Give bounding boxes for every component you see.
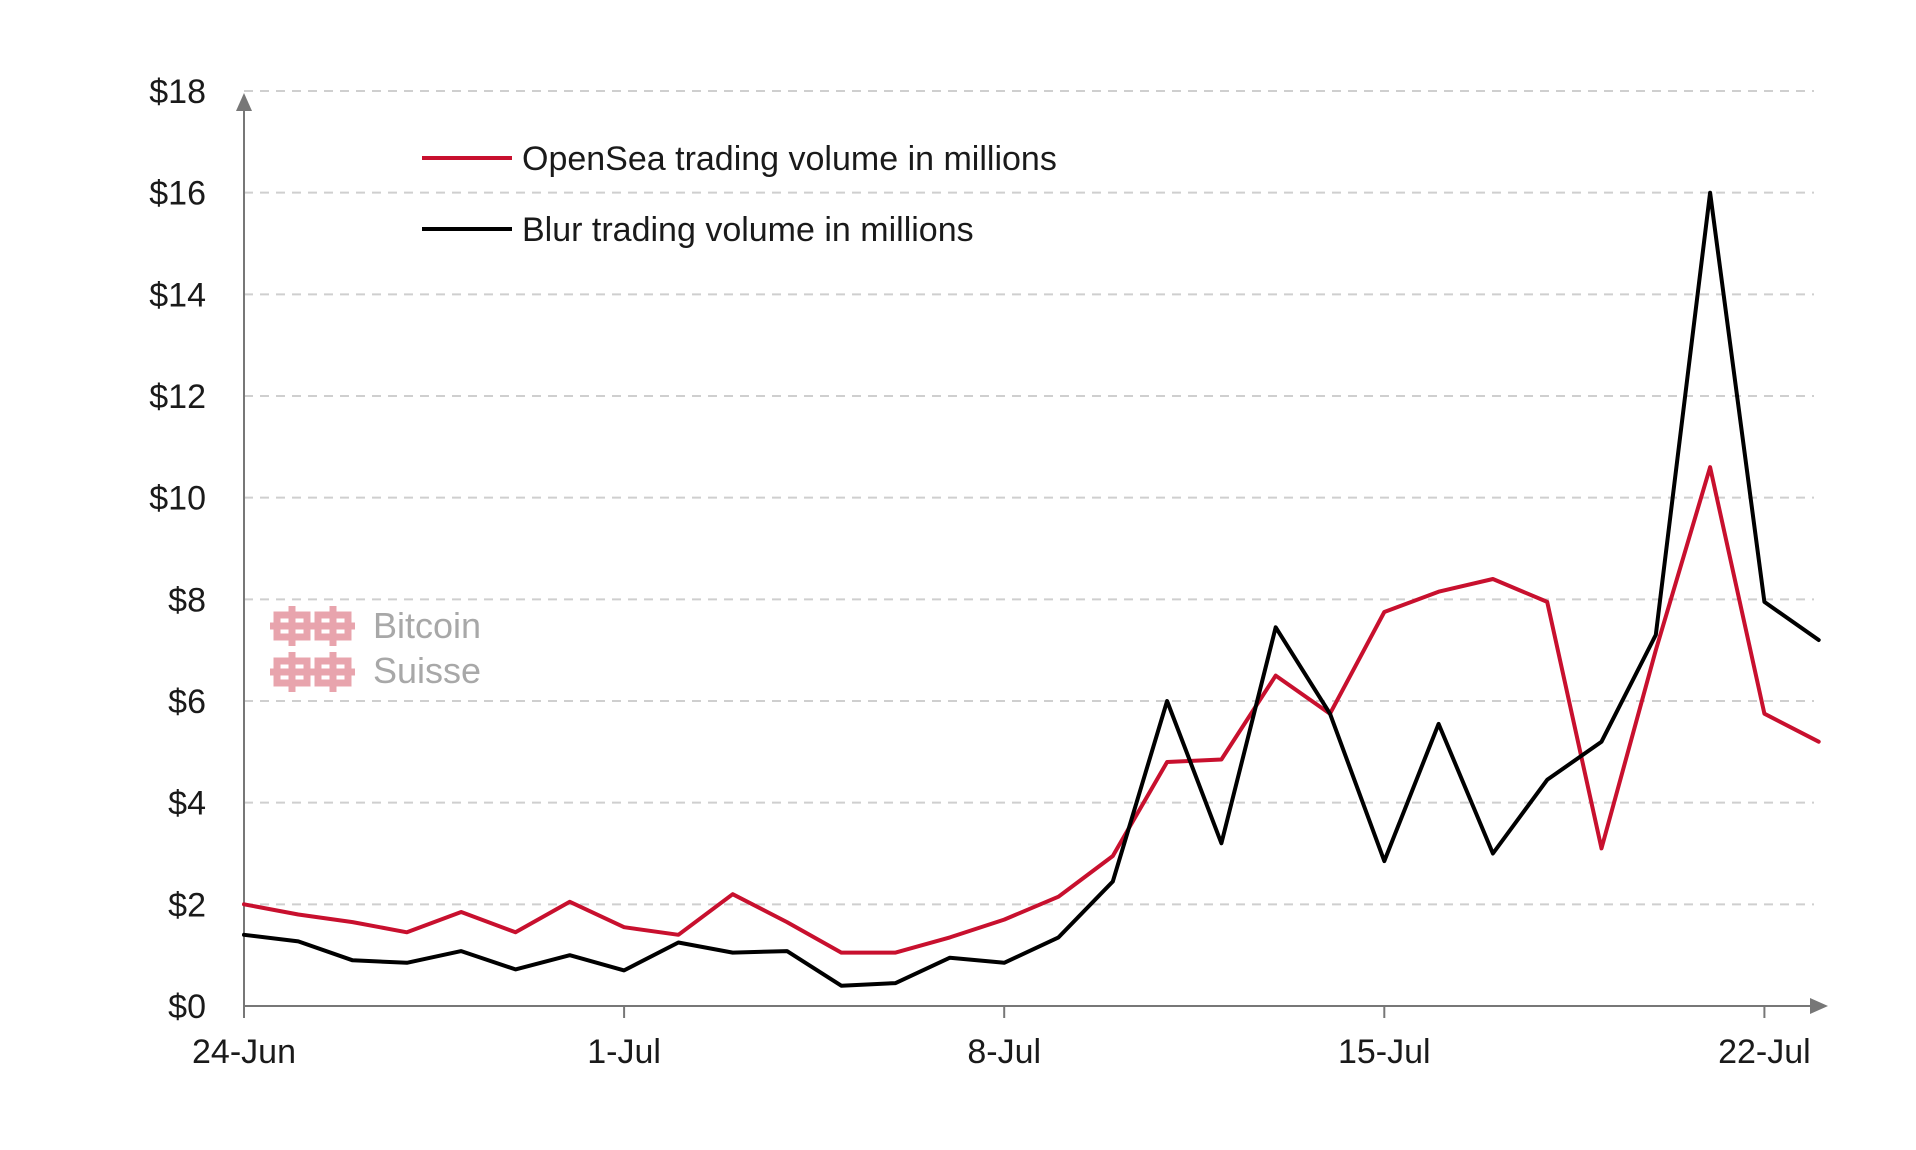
bitcoin-suisse-watermark: Bitcoin Suisse	[270, 605, 481, 692]
y-tick-label: $6	[168, 683, 206, 721]
x-tick-label: 24-Jun	[192, 1033, 296, 1071]
y-axis-tick-labels: $0 $2 $4 $6 $8 $10 $12 $14 $16 $18	[149, 73, 206, 1026]
grid-lines	[244, 90, 1814, 906]
watermark-line1: Bitcoin	[373, 605, 481, 646]
legend-item-blur: Blur trading volume in millions	[422, 211, 974, 249]
watermark-line2: Suisse	[373, 650, 481, 691]
y-tick-label: $10	[149, 480, 206, 518]
x-tick-label: 1-Jul	[587, 1033, 661, 1071]
x-axis-arrow	[1810, 998, 1828, 1014]
y-tick-label: $18	[149, 73, 206, 111]
legend-label-opensea: OpenSea trading volume in millions	[522, 140, 1057, 178]
bitcoin-suisse-logo-icon	[270, 606, 355, 692]
series-line-blur	[242, 190, 1821, 988]
y-tick-label: $2	[168, 886, 206, 924]
y-tick-label: $0	[168, 988, 206, 1026]
legend-item-opensea: OpenSea trading volume in millions	[422, 140, 1057, 178]
x-tick-label: 8-Jul	[967, 1033, 1041, 1071]
y-tick-label: $16	[149, 175, 206, 213]
y-tick-label: $12	[149, 378, 206, 416]
x-tick-label: 22-Jul	[1718, 1033, 1811, 1071]
legend-label-blur: Blur trading volume in millions	[522, 211, 974, 249]
y-tick-label: $8	[168, 581, 206, 619]
x-axis-tick-labels: 24-Jun 1-Jul 8-Jul 15-Jul 22-Jul	[192, 1033, 1811, 1071]
legend: OpenSea trading volume in millions Blur …	[422, 140, 1057, 249]
axes	[236, 93, 1828, 1018]
y-tick-label: $4	[168, 785, 206, 823]
y-axis-arrow	[236, 93, 252, 111]
y-tick-label: $14	[149, 276, 206, 314]
series-line-opensea	[242, 465, 1821, 955]
series-lines	[242, 190, 1821, 988]
x-tick-label: 15-Jul	[1338, 1033, 1431, 1071]
